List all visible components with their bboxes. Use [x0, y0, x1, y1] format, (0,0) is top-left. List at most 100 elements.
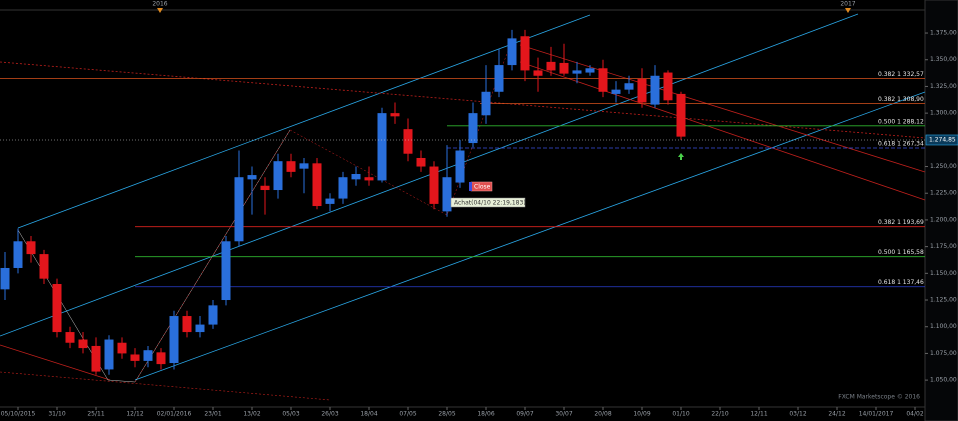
candle-body	[325, 198, 335, 204]
y-tick-label: 1.350,00	[930, 56, 957, 63]
candle-body	[676, 93, 686, 137]
x-tick-label: 03/12	[789, 411, 806, 418]
candle-body	[234, 177, 244, 242]
red-trend-upper	[519, 44, 926, 173]
x-tick-label: 24/12	[828, 411, 845, 418]
candle-body	[494, 65, 504, 92]
candle-body	[312, 163, 322, 207]
y-tick-label: 1.200,00	[930, 216, 957, 223]
fib-label: 0.382 1 332,57	[878, 71, 924, 78]
candle-body	[52, 284, 62, 333]
y-tick-label: 1.125,00	[930, 297, 957, 304]
candle-body	[546, 61, 556, 71]
candle-body	[390, 113, 400, 117]
candle-body	[585, 68, 595, 73]
fib-label: 0.382 1 193,69	[878, 219, 924, 226]
candle-body	[650, 75, 660, 105]
x-tick-label: 26/03	[321, 411, 338, 418]
x-tick-label: 04/02	[906, 411, 923, 418]
x-tick-label: 25/11	[87, 411, 104, 418]
candle-body	[429, 166, 439, 204]
candle-body	[403, 129, 413, 154]
x-tick-label: 13/02	[243, 411, 260, 418]
fib-label: 0.500 1 288,12	[878, 118, 924, 125]
x-tick-label: 12/12	[126, 411, 143, 418]
y-tick-label: 1.325,00	[930, 83, 957, 90]
fib-label: 0.500 1 165,58	[878, 249, 924, 256]
candle-body	[507, 38, 517, 66]
x-tick-label: 10/09	[633, 411, 650, 418]
fib-label: 0.618 1 267,34	[878, 141, 924, 148]
x-tick-label: 14/01/2017	[859, 411, 894, 418]
channel-middle	[0, 13, 859, 337]
candle-body	[104, 339, 114, 370]
red-trend-left	[0, 344, 111, 381]
candle-body	[26, 241, 36, 255]
candle-body	[117, 342, 127, 354]
candle-body	[637, 78, 647, 103]
candle-body	[299, 163, 309, 169]
x-tick-label: 20/08	[594, 411, 611, 418]
candle-body	[611, 89, 621, 94]
x-tick-label: 22/10	[711, 411, 728, 418]
x-tick-label: 12/11	[750, 411, 767, 418]
red-trend-bottom	[0, 371, 331, 401]
candle-body	[455, 150, 465, 183]
candle-body	[559, 62, 569, 74]
channel-upper	[17, 14, 591, 229]
candle-body	[598, 68, 608, 92]
candle-body	[169, 316, 179, 364]
zigzag	[17, 129, 291, 383]
y-tick-label: 1.300,00	[930, 110, 957, 117]
candle-body	[65, 332, 75, 343]
candle-body	[130, 354, 140, 361]
x-tick-label: 01/10	[672, 411, 689, 418]
y-tick-label: 1.050,00	[930, 377, 957, 384]
candle-body	[468, 113, 478, 144]
red-trend-dotted	[0, 61, 926, 139]
order-label: Achat(04/10 22:19,183)	[454, 200, 526, 207]
candle-body	[663, 72, 673, 101]
buy-arrow	[678, 153, 684, 160]
x-tick-label: 05/10/2015	[1, 411, 36, 418]
x-tick-label: 30/07	[555, 411, 572, 418]
candle-body	[195, 324, 205, 333]
candle-body	[13, 241, 23, 268]
candle-body	[286, 161, 296, 172]
x-tick-label: 05/03	[282, 411, 299, 418]
candle-body	[442, 177, 452, 212]
candle-body	[338, 177, 348, 199]
year-label: 2016	[152, 1, 167, 8]
candle-body	[481, 91, 491, 116]
year-marker	[157, 8, 163, 13]
y-tick-label: 1.225,00	[930, 190, 957, 197]
y-tick-label: 1.175,00	[930, 243, 957, 250]
fib-label: 0.618 1 137,46	[878, 279, 924, 286]
watermark: FXCM Marketscope © 2016	[838, 394, 920, 401]
x-tick-label: 23/01	[204, 411, 221, 418]
x-tick-label: 18/04	[360, 411, 377, 418]
price-axis	[924, 0, 958, 421]
candle-body	[182, 316, 192, 333]
x-tick-label: 28/05	[438, 411, 455, 418]
fib-label: 0.382 1 308,90	[878, 96, 924, 103]
red-trend-lower	[519, 61, 926, 201]
candle-body	[247, 175, 257, 180]
candle-body	[377, 113, 387, 181]
y-tick-label: 1.375,00	[930, 30, 957, 37]
candle-body	[572, 70, 582, 74]
candle-body	[156, 352, 166, 365]
x-tick-label: 07/05	[399, 411, 416, 418]
x-tick-label: 02/01/2016	[157, 411, 192, 418]
candle-body	[39, 254, 49, 279]
candle-body	[273, 161, 283, 191]
y-tick-label: 1.100,00	[930, 323, 957, 330]
year-label: 2017	[840, 1, 855, 8]
candle-body	[221, 241, 231, 301]
y-tick-label: 1.150,00	[930, 270, 957, 277]
x-tick-label: 31/10	[48, 411, 65, 418]
candle-body	[78, 339, 88, 349]
close-label: Close	[474, 184, 491, 191]
